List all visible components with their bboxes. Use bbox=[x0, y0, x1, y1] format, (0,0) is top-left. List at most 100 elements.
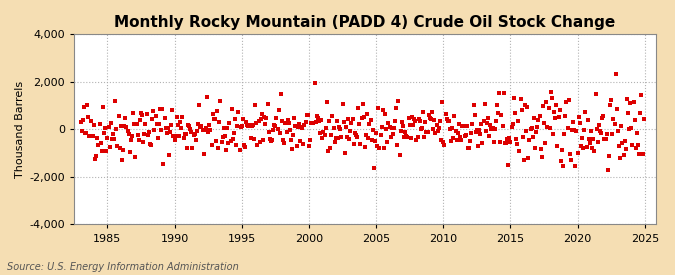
Point bbox=[263, 130, 274, 135]
Point bbox=[88, 123, 99, 128]
Point bbox=[377, 108, 388, 112]
Point bbox=[442, 119, 453, 123]
Point bbox=[344, 136, 354, 141]
Point bbox=[537, 154, 547, 159]
Point bbox=[430, 131, 441, 136]
Point bbox=[393, 99, 404, 103]
Point bbox=[597, 116, 608, 120]
Point bbox=[165, 130, 176, 134]
Point bbox=[307, 121, 318, 125]
Point bbox=[97, 149, 107, 153]
Point bbox=[472, 144, 483, 148]
Point bbox=[497, 124, 508, 128]
Point bbox=[267, 138, 277, 142]
Point bbox=[618, 152, 629, 157]
Point bbox=[310, 120, 321, 125]
Point bbox=[216, 140, 227, 144]
Point bbox=[616, 123, 626, 128]
Point bbox=[543, 106, 554, 110]
Point bbox=[194, 102, 205, 107]
Point bbox=[297, 126, 308, 131]
Point bbox=[476, 122, 487, 126]
Point bbox=[449, 114, 460, 119]
Point bbox=[234, 148, 245, 152]
Point bbox=[422, 130, 433, 134]
Point bbox=[513, 119, 524, 123]
Point bbox=[146, 116, 157, 121]
Point bbox=[343, 117, 354, 121]
Point bbox=[598, 114, 609, 118]
Point bbox=[331, 119, 342, 123]
Point bbox=[192, 122, 203, 126]
Point bbox=[596, 131, 607, 135]
Point bbox=[389, 118, 400, 123]
Point bbox=[410, 119, 421, 123]
Point bbox=[176, 126, 187, 130]
Point bbox=[170, 134, 181, 138]
Point bbox=[99, 131, 109, 135]
Point bbox=[367, 128, 378, 132]
Point bbox=[150, 114, 161, 118]
Point bbox=[273, 108, 284, 112]
Point bbox=[508, 121, 518, 126]
Point bbox=[315, 131, 325, 135]
Point bbox=[547, 131, 558, 136]
Point bbox=[510, 111, 520, 116]
Point bbox=[402, 135, 413, 139]
Point bbox=[470, 130, 481, 134]
Point bbox=[171, 115, 182, 119]
Point bbox=[450, 129, 461, 133]
Point bbox=[526, 126, 537, 131]
Point bbox=[104, 145, 115, 149]
Point bbox=[233, 110, 244, 114]
Point bbox=[532, 125, 543, 129]
Point bbox=[217, 134, 228, 139]
Point bbox=[576, 144, 587, 148]
Point bbox=[112, 143, 123, 148]
Point bbox=[369, 166, 379, 170]
Point bbox=[313, 116, 323, 120]
Point bbox=[431, 123, 442, 127]
Point bbox=[161, 131, 172, 135]
Point bbox=[392, 143, 403, 148]
Point bbox=[278, 138, 289, 143]
Point bbox=[306, 121, 317, 125]
Point bbox=[609, 122, 620, 126]
Point bbox=[238, 117, 248, 121]
Point bbox=[414, 119, 425, 123]
Point bbox=[138, 140, 148, 144]
Point bbox=[281, 130, 292, 134]
Point bbox=[289, 116, 300, 120]
Point bbox=[400, 130, 410, 134]
Point bbox=[242, 123, 252, 128]
Point bbox=[333, 124, 344, 129]
Point bbox=[275, 91, 286, 96]
Point bbox=[502, 137, 512, 141]
Point bbox=[333, 136, 344, 140]
Point bbox=[83, 115, 94, 120]
Point bbox=[493, 111, 504, 116]
Point bbox=[78, 105, 89, 110]
Point bbox=[360, 145, 371, 150]
Point bbox=[494, 91, 505, 95]
Point bbox=[445, 127, 456, 131]
Point bbox=[620, 146, 631, 151]
Point bbox=[93, 143, 104, 147]
Point bbox=[624, 127, 634, 131]
Point bbox=[376, 125, 387, 130]
Point bbox=[374, 146, 385, 150]
Point bbox=[253, 119, 264, 123]
Point bbox=[127, 134, 138, 139]
Point bbox=[437, 100, 448, 104]
Point bbox=[265, 139, 276, 143]
Point bbox=[435, 119, 446, 123]
Point bbox=[399, 135, 410, 140]
Point bbox=[122, 129, 133, 133]
Point bbox=[501, 141, 512, 145]
Point bbox=[360, 133, 371, 137]
Point bbox=[452, 138, 462, 142]
Point bbox=[97, 104, 108, 109]
Point bbox=[192, 129, 202, 134]
Point bbox=[603, 168, 614, 172]
Point bbox=[319, 133, 330, 137]
